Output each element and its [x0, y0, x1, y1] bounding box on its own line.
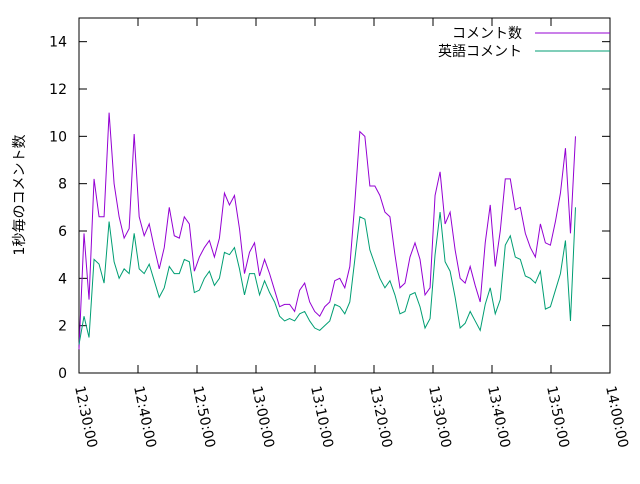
y-axis-label: 1秒毎のコメント数 — [12, 135, 28, 256]
x-tick-label: 13:30:00 — [425, 385, 454, 450]
plot-frame — [78, 17, 611, 374]
series-line — [78, 207, 576, 345]
legend-label: コメント数 — [452, 26, 522, 42]
y-tick-label: 6 — [58, 224, 67, 240]
legend-label: 英語コメント — [438, 43, 522, 60]
y-tick-label: 0 — [58, 366, 67, 382]
x-tick-label: 14:00:00 — [602, 385, 631, 450]
x-tick-label: 12:40:00 — [130, 385, 159, 450]
x-tick-label: 13:40:00 — [484, 385, 513, 450]
x-tick-label: 12:30:00 — [71, 385, 100, 450]
x-tick-label: 13:10:00 — [307, 385, 336, 450]
y-tick-label: 14 — [49, 35, 67, 51]
y-tick-label: 10 — [49, 129, 67, 145]
x-tick-label: 13:00:00 — [248, 385, 277, 450]
y-tick-label: 2 — [58, 319, 67, 335]
x-tick-label: 13:50:00 — [543, 385, 572, 450]
y-tick-label: 8 — [58, 177, 67, 193]
y-tick-label: 12 — [49, 82, 67, 98]
x-tick-label: 13:20:00 — [366, 385, 395, 450]
series-line — [78, 112, 576, 350]
x-tick-label: 12:50:00 — [189, 385, 218, 450]
y-tick-label: 4 — [58, 271, 67, 287]
